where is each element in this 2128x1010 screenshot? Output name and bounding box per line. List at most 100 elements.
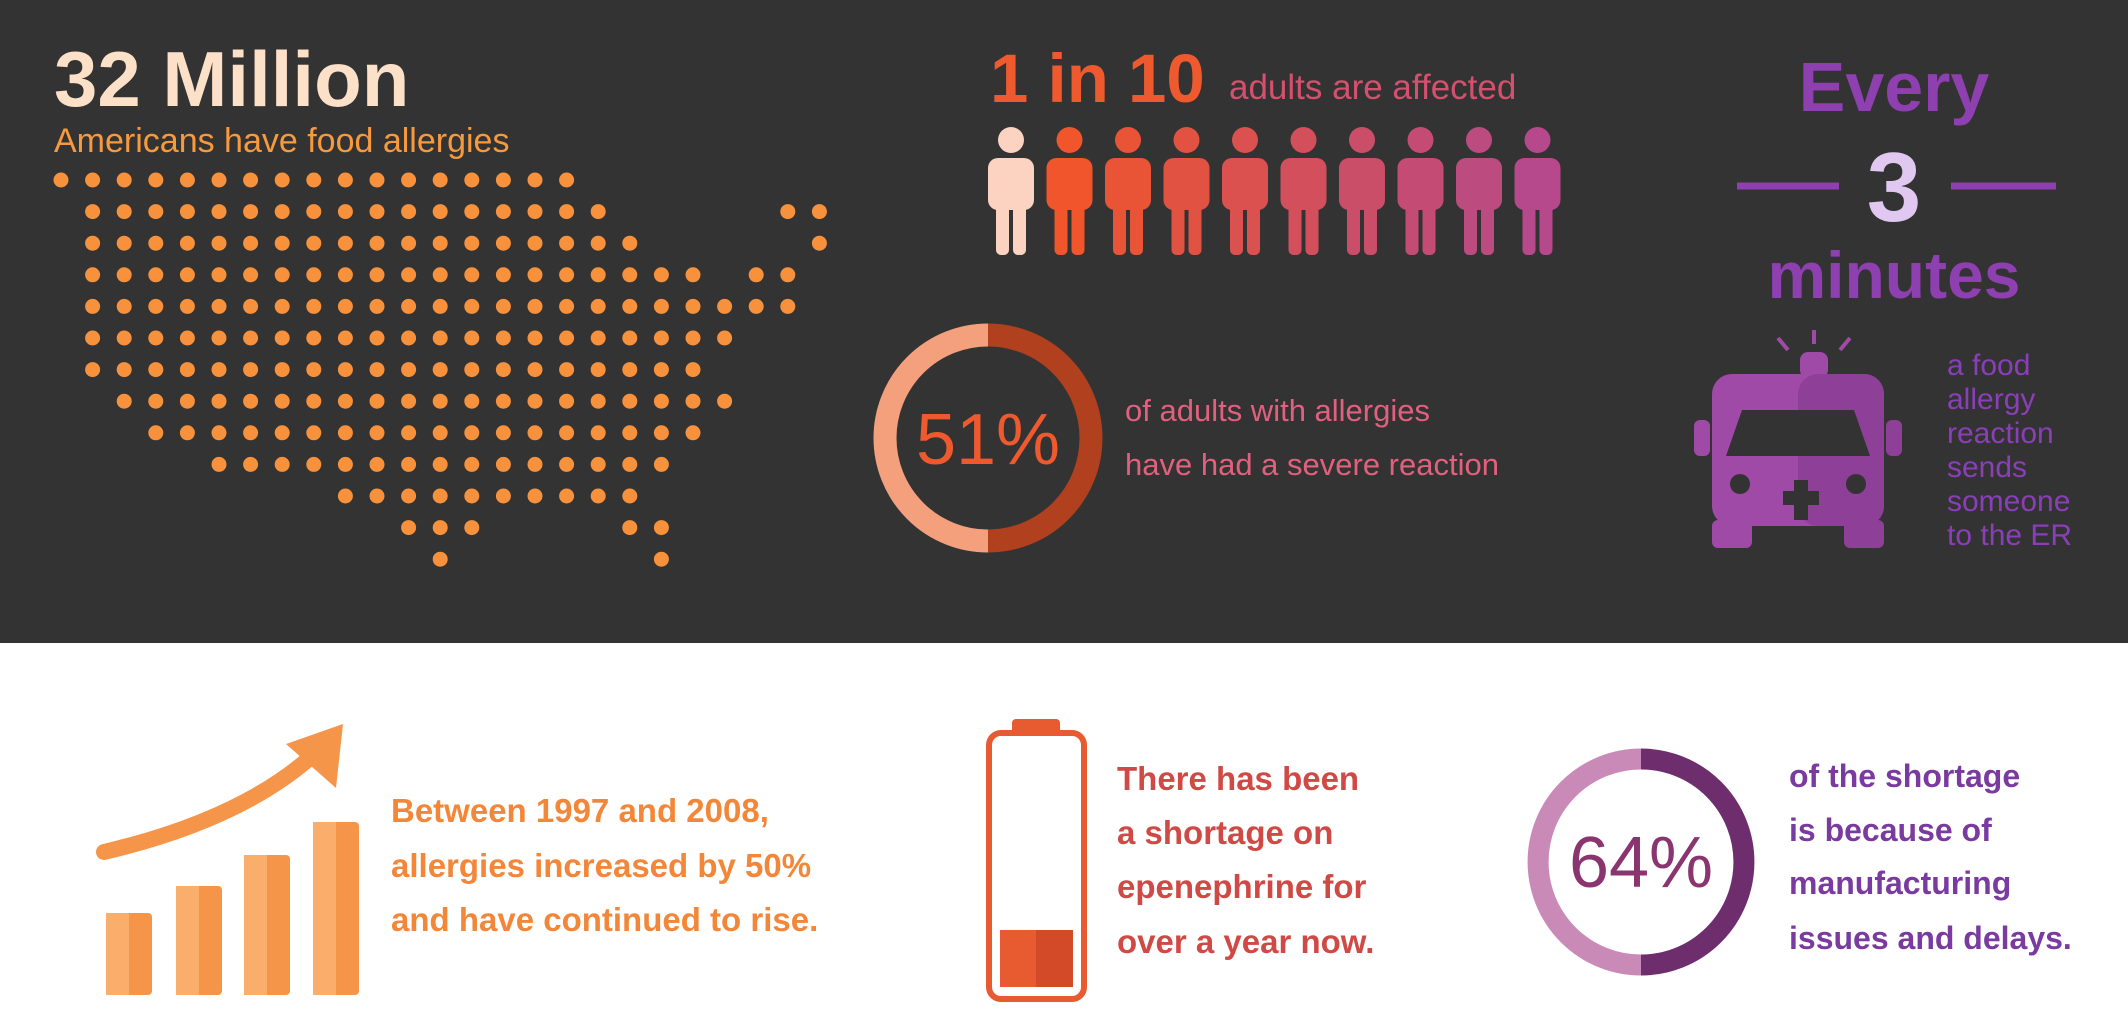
person-leg bbox=[996, 200, 1009, 255]
map-dot bbox=[148, 298, 164, 314]
map-dot bbox=[243, 204, 259, 220]
map-dot bbox=[432, 551, 448, 567]
map-dot bbox=[401, 298, 417, 314]
map-dot bbox=[527, 204, 543, 220]
person-body bbox=[1397, 158, 1444, 210]
map-dot bbox=[401, 330, 417, 346]
map-dot bbox=[179, 393, 195, 409]
map-dot bbox=[337, 172, 353, 188]
us-dot-map bbox=[53, 172, 827, 567]
map-dot bbox=[85, 204, 101, 220]
map-dot bbox=[559, 425, 575, 441]
ring bbox=[1527, 748, 1642, 976]
map-dot bbox=[369, 298, 385, 314]
caption-line: over a year now. bbox=[1117, 923, 1374, 960]
map-dot bbox=[116, 267, 132, 283]
map-dot bbox=[622, 267, 638, 283]
map-dot bbox=[179, 267, 195, 283]
headline: 32 Million bbox=[54, 35, 409, 123]
map-dot bbox=[495, 172, 511, 188]
map-dot bbox=[274, 330, 290, 346]
percent: 64% bbox=[1569, 823, 1713, 903]
map-dot bbox=[432, 267, 448, 283]
caption-line: Between 1997 and 2008, bbox=[391, 792, 769, 829]
map-dot bbox=[243, 393, 259, 409]
map-dot bbox=[527, 172, 543, 188]
person-leg bbox=[1405, 200, 1419, 255]
map-dot bbox=[306, 172, 322, 188]
person-body bbox=[988, 158, 1034, 210]
ring bbox=[1640, 748, 1755, 976]
person-head bbox=[1290, 127, 1317, 153]
map-dot bbox=[590, 204, 606, 220]
map-dot bbox=[116, 235, 132, 251]
map-dot bbox=[179, 172, 195, 188]
map-dot bbox=[369, 456, 385, 472]
person-body bbox=[1163, 158, 1210, 210]
map-dot bbox=[179, 204, 195, 220]
map-dot bbox=[653, 330, 669, 346]
caption-line: is because of bbox=[1789, 812, 1992, 848]
map-dot bbox=[274, 393, 290, 409]
map-dot bbox=[369, 362, 385, 378]
map-dot bbox=[748, 267, 764, 283]
map-dot bbox=[432, 362, 448, 378]
map-dot bbox=[274, 172, 290, 188]
map-dot bbox=[527, 488, 543, 504]
map-dot bbox=[401, 456, 417, 472]
map-dot bbox=[590, 298, 606, 314]
map-dot bbox=[306, 456, 322, 472]
map-dot bbox=[685, 330, 701, 346]
map-dot bbox=[527, 362, 543, 378]
map-dot bbox=[559, 362, 575, 378]
map-dot bbox=[116, 393, 132, 409]
map-dot bbox=[85, 362, 101, 378]
map-dot bbox=[337, 235, 353, 251]
map-dot bbox=[243, 267, 259, 283]
map-dot bbox=[211, 362, 227, 378]
map-dot bbox=[653, 393, 669, 409]
map-dot bbox=[243, 330, 259, 346]
map-dot bbox=[590, 330, 606, 346]
person-leg bbox=[1364, 200, 1377, 255]
map-dot bbox=[306, 362, 322, 378]
map-dot bbox=[590, 267, 606, 283]
map-dot bbox=[527, 267, 543, 283]
map-dot bbox=[590, 425, 606, 441]
map-dot bbox=[274, 456, 290, 472]
person-leg bbox=[1481, 200, 1494, 255]
map-dot bbox=[337, 456, 353, 472]
person-icon bbox=[1163, 127, 1210, 255]
map-dot bbox=[495, 267, 511, 283]
map-dot bbox=[653, 362, 669, 378]
map-dot bbox=[274, 267, 290, 283]
map-dot bbox=[590, 362, 606, 378]
map-dot bbox=[559, 456, 575, 472]
person-leg bbox=[1522, 200, 1536, 255]
map-dot bbox=[559, 488, 575, 504]
map-dot bbox=[685, 393, 701, 409]
person-leg bbox=[1188, 200, 1202, 255]
map-dot bbox=[148, 330, 164, 346]
map-dot bbox=[590, 456, 606, 472]
caption-line: and have continued to rise. bbox=[391, 901, 818, 938]
map-dot bbox=[559, 267, 575, 283]
person-head bbox=[1349, 127, 1375, 153]
map-dot bbox=[653, 298, 669, 314]
map-dot bbox=[653, 520, 669, 536]
map-dot bbox=[527, 235, 543, 251]
map-dot bbox=[495, 235, 511, 251]
person-leg bbox=[1113, 200, 1126, 255]
person-icon bbox=[1280, 127, 1327, 255]
person-head bbox=[1407, 127, 1434, 153]
map-dot bbox=[148, 425, 164, 441]
map-dot bbox=[274, 235, 290, 251]
map-dot bbox=[369, 488, 385, 504]
map-dot bbox=[148, 172, 164, 188]
map-dot bbox=[464, 393, 480, 409]
person-body bbox=[1339, 158, 1385, 210]
caption-line: allergies increased by 50% bbox=[391, 847, 811, 884]
caption-line: There has been bbox=[1117, 760, 1359, 797]
map-dot bbox=[527, 456, 543, 472]
people-icons bbox=[988, 127, 1561, 255]
